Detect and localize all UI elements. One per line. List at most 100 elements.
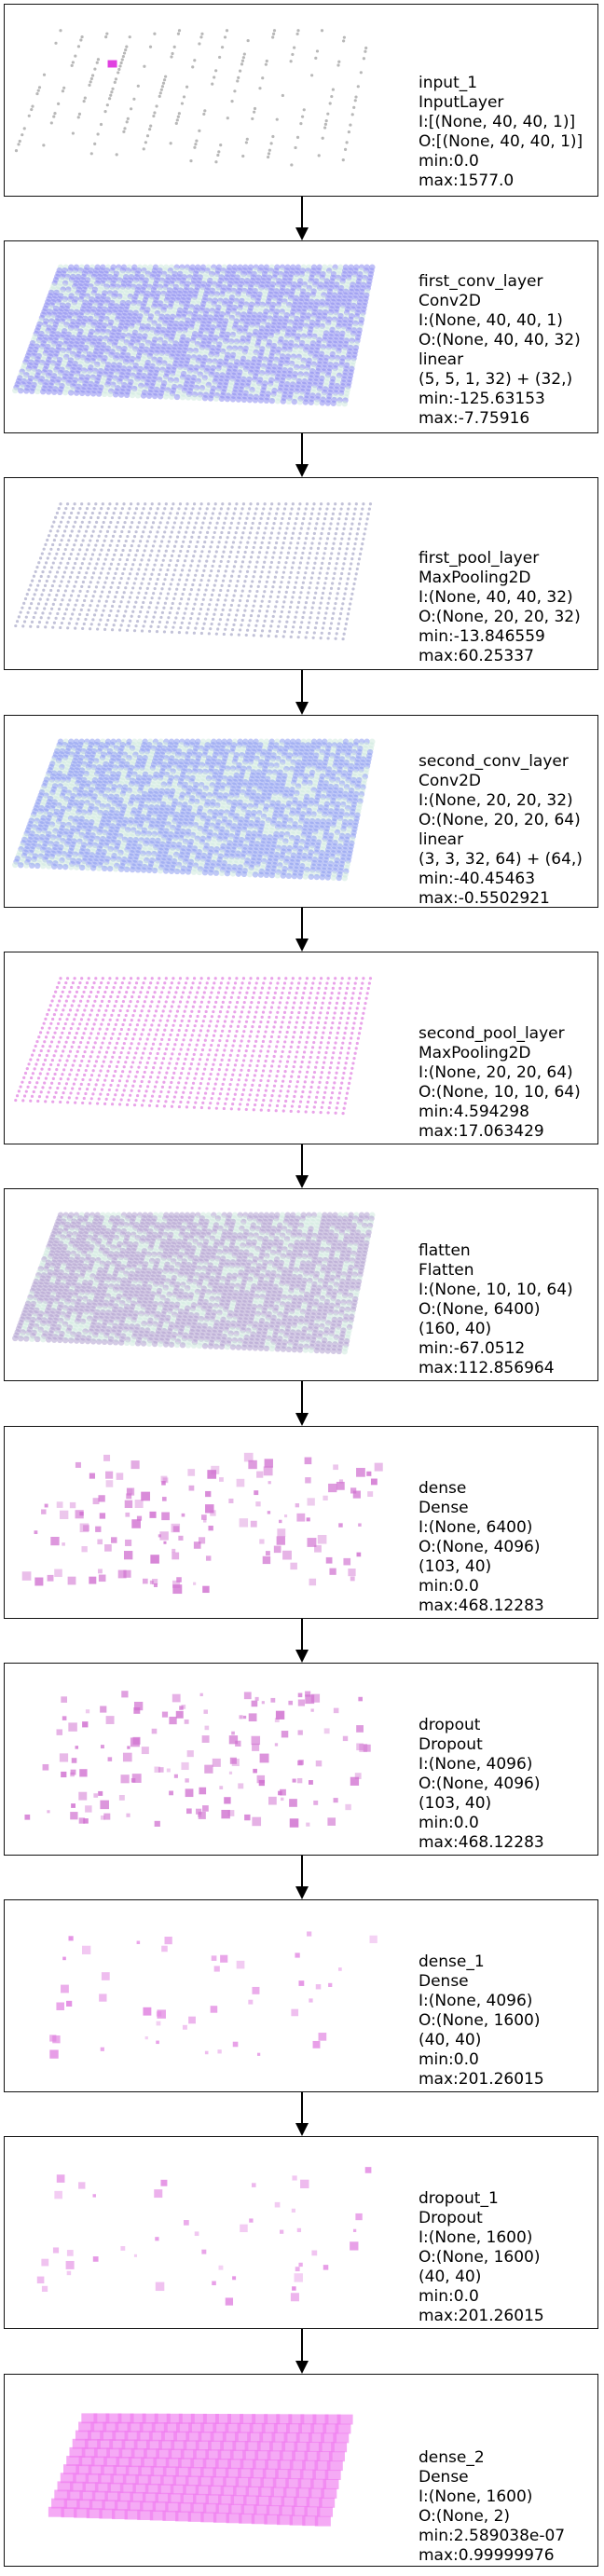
activation-dot — [256, 527, 261, 530]
activation-dot — [30, 620, 34, 623]
activation-dot — [169, 512, 172, 515]
activation-dot — [169, 535, 172, 539]
activation-dot — [285, 555, 289, 560]
activation-dot — [32, 574, 36, 578]
activation-dot — [256, 555, 260, 559]
activation-dot — [247, 623, 251, 627]
activation-dot — [145, 516, 150, 520]
activation-dot — [103, 604, 107, 608]
activation-dot — [297, 566, 301, 569]
activation-dot — [336, 556, 339, 560]
activation-dot — [151, 392, 158, 400]
activation-dot — [235, 555, 239, 559]
activation-dot — [116, 543, 119, 547]
activation-dot — [293, 585, 296, 589]
activation-dot — [294, 145, 297, 150]
activation-dot — [273, 575, 278, 579]
activation-dot — [236, 79, 240, 83]
activation-dot — [134, 600, 138, 604]
activation-dot — [53, 597, 57, 602]
activation-dot — [155, 582, 158, 586]
activation-dot — [123, 543, 127, 548]
activation-dot — [109, 609, 113, 613]
activation-dot — [263, 619, 267, 623]
activation-dot — [275, 117, 279, 121]
activation-dot — [64, 608, 69, 611]
activation-dot — [243, 521, 248, 525]
activation-dot — [198, 129, 201, 132]
activation-dot — [353, 577, 357, 581]
activation-dot — [56, 611, 60, 616]
activation-dot — [114, 619, 117, 623]
activation-dot — [309, 610, 313, 615]
activation-dot — [103, 539, 106, 542]
activation-dot — [153, 111, 157, 115]
activation-dot — [318, 571, 322, 575]
activation-dot — [200, 32, 204, 35]
activation-dot — [101, 865, 108, 872]
activation-dot — [189, 564, 193, 568]
activation-dot — [224, 598, 227, 602]
activation-dot — [73, 864, 80, 870]
activation-dot — [293, 46, 296, 49]
activation-dot — [35, 91, 39, 96]
activation-dot — [240, 565, 243, 569]
activation-dot — [269, 531, 274, 535]
activation-dot — [315, 586, 319, 590]
activation-dot — [155, 606, 158, 610]
activation-dot — [35, 607, 39, 610]
activation-dot — [295, 576, 299, 580]
activation-dot — [121, 571, 125, 576]
activation-dot — [35, 565, 39, 569]
activation-dot — [223, 521, 226, 525]
activation-dot — [134, 554, 138, 557]
activation-dot — [216, 516, 221, 520]
activation-dot — [47, 575, 50, 579]
activation-dot — [63, 612, 67, 616]
layer-name: first_pool_layer — [419, 549, 540, 568]
activation-dot — [104, 35, 108, 39]
activation-dot — [295, 606, 299, 610]
activation-dot — [359, 71, 363, 75]
activation-dot — [220, 46, 225, 49]
activation-dot — [309, 546, 313, 550]
activation-dot — [136, 526, 140, 529]
activation-dot — [164, 549, 168, 553]
activation-dot — [173, 393, 181, 401]
activation-dot — [214, 550, 218, 554]
activation-dot — [177, 607, 181, 610]
activation-dot — [46, 556, 49, 560]
activation-dot — [214, 579, 218, 582]
activation-dot — [89, 557, 93, 561]
activation-dot — [240, 62, 244, 66]
activation-dot — [238, 516, 241, 520]
activation-dot — [308, 621, 311, 624]
activation-dot — [134, 624, 138, 628]
activation-dot — [340, 537, 344, 541]
activation-dot — [199, 555, 203, 558]
activation-dot — [104, 576, 109, 580]
activation-dot — [340, 571, 344, 576]
activation-dot — [336, 552, 341, 555]
activation-dot — [89, 623, 93, 626]
activation-dot — [68, 575, 73, 579]
activation-dot — [335, 527, 339, 530]
activation-dot — [333, 537, 336, 541]
activation-dot — [106, 391, 114, 398]
activation-dot — [143, 572, 146, 576]
activation-dot — [17, 615, 21, 619]
activation-dot — [305, 502, 309, 506]
activation-dot — [153, 563, 157, 567]
activation-dot — [160, 85, 165, 89]
activation-dot — [193, 550, 197, 554]
activation-dot — [188, 593, 192, 596]
activation-dot — [160, 610, 165, 614]
activation-dot — [244, 604, 248, 608]
activation-dot — [66, 603, 70, 607]
activation-dot — [353, 507, 357, 511]
activation-dot — [56, 529, 60, 533]
activation-dot — [185, 555, 188, 558]
activation-dot — [129, 526, 132, 529]
activation-dot — [279, 585, 282, 589]
activation-dot — [54, 534, 58, 538]
